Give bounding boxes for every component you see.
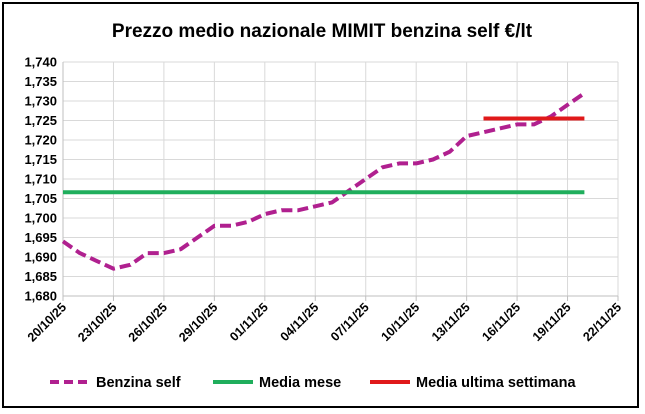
- x-tick-label: 01/11/25: [227, 300, 271, 344]
- x-tick-label: 07/11/25: [328, 300, 372, 344]
- x-tick-label: 29/10/25: [176, 300, 220, 344]
- legend-label-benzina-self: Benzina self: [96, 375, 181, 391]
- y-tick-label: 1,700: [24, 211, 57, 226]
- y-tick-label: 1,695: [24, 230, 57, 245]
- x-tick-labels: 20/10/25 23/10/25 26/10/25 29/10/25 01/11/25…: [25, 300, 624, 344]
- x-tick-label: 23/10/25: [75, 300, 119, 344]
- axes: [62, 62, 619, 301]
- legend-label-media-ultima-settimana: Media ultima settimana: [416, 375, 576, 391]
- x-tick-label: 10/11/25: [378, 300, 422, 344]
- y-tick-label: 1,730: [24, 94, 57, 109]
- y-tick-label: 1,725: [24, 113, 57, 128]
- y-tick-label: 1,705: [24, 191, 57, 206]
- y-tick-label: 1,685: [24, 269, 57, 284]
- x-tick-label: 26/10/25: [126, 300, 170, 344]
- x-tick-label: 16/11/25: [479, 300, 523, 344]
- legend-label-media-mese: Media mese: [259, 375, 341, 391]
- gridlines: [62, 61, 619, 297]
- y-tick-label: 1,715: [24, 152, 57, 167]
- y-tick-label: 1,710: [24, 172, 57, 187]
- y-tick-label: 1,720: [24, 133, 57, 148]
- x-tick-label: 19/11/25: [530, 300, 574, 344]
- x-tick-label: 04/11/25: [278, 300, 322, 344]
- y-tick-label: 1,680: [24, 289, 57, 304]
- x-tick-label: 13/11/25: [429, 300, 473, 344]
- y-tick-label: 1,690: [24, 250, 57, 265]
- legend: Benzina self Media mese Media ultima setti…: [50, 375, 576, 391]
- series-line-benzina-self: [61, 91, 586, 271]
- series-lines: [61, 91, 586, 271]
- y-tick-labels: 1,680 1,685 1,690 1,695 1,700 1,705 1,710 1,715…: [24, 55, 57, 304]
- x-tick-label: 22/11/25: [580, 300, 624, 344]
- chart-title: Prezzo medio nazionale MIMIT benzina sel…: [112, 21, 533, 42]
- x-tick-label: 20/10/25: [25, 300, 69, 344]
- y-tick-label: 1,735: [24, 74, 57, 89]
- y-tick-label: 1,740: [24, 55, 57, 70]
